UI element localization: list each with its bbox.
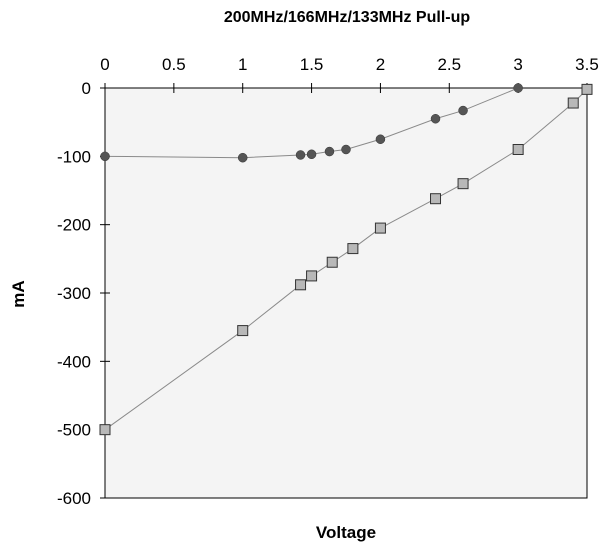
series-1-point <box>458 105 468 116</box>
series-1-point <box>100 151 110 162</box>
series-1-point <box>430 114 441 124</box>
series-2-point <box>581 83 593 95</box>
series-1-point <box>306 149 317 160</box>
series-1-point <box>295 150 306 160</box>
series-1-point <box>513 83 523 93</box>
y-tick-label: -300 <box>57 284 91 303</box>
y-tick-label: 0 <box>82 79 91 98</box>
y-axis-label: mA <box>9 280 28 307</box>
series-2-point <box>347 243 359 255</box>
x-tick-label: 3 <box>513 55 522 74</box>
x-axis-label: Voltage <box>316 523 376 542</box>
series-2-point <box>295 279 307 291</box>
x-tick-label: 3.5 <box>575 55 599 74</box>
chart-title: 200MHz/166MHz/133MHz Pull-up <box>224 9 471 26</box>
y-tick-label: -400 <box>57 352 91 371</box>
y-tick-label: -600 <box>57 489 91 508</box>
series-2-point <box>430 193 442 205</box>
y-tick-label: -200 <box>57 216 91 235</box>
series-1-point <box>237 152 248 163</box>
x-tick-label: 2 <box>376 55 385 74</box>
x-axis: 0 0.5 1 1.5 2 2.5 3 3.5 <box>100 55 599 93</box>
series-2-point <box>237 325 249 337</box>
series-2-point <box>457 178 469 190</box>
x-tick-label: 2.5 <box>437 55 461 74</box>
series-line-1 <box>104 87 519 159</box>
series-layer <box>99 83 593 436</box>
series-2-point <box>567 97 579 109</box>
x-tick-label: 1.5 <box>300 55 324 74</box>
y-axis: 0 -100 -200 -300 -400 -500 -600 <box>57 79 110 508</box>
series-2-point <box>306 270 318 282</box>
series-1-point <box>324 146 335 157</box>
y-tick-label: -500 <box>57 421 91 440</box>
series-2-point <box>374 222 386 234</box>
x-tick-label: 0.5 <box>162 55 186 74</box>
series-1-point <box>375 134 386 144</box>
y-tick-label: -100 <box>57 147 91 166</box>
series-line-2 <box>104 89 588 431</box>
series-2-point <box>99 424 111 436</box>
series-2-point <box>512 144 524 155</box>
series-2-point <box>326 256 338 268</box>
x-tick-label: 0 <box>100 55 109 74</box>
series-1-point <box>341 144 351 155</box>
x-tick-label: 1 <box>238 55 247 74</box>
